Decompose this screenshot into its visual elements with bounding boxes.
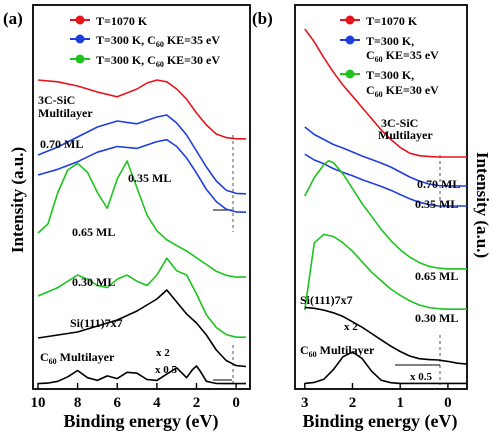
x-tick-label: 2 [193,395,201,411]
legend-a-label-blue: T=300 K, C60 KE=35 eV [96,33,220,49]
annot-a-green-hi: 0.65 ML [72,225,115,239]
annot-b-sic-1: 3C-SiC [381,116,418,130]
legend-a-marker-red [75,15,85,25]
panel-b-xticks: 3 2 1 0 [301,383,452,411]
series-line-0-65-ml [37,160,246,278]
series-line-3c-sic-multilayer [37,79,246,140]
x-tick-label: 4 [153,395,161,411]
legend-a-label-green: T=300 K, C60 KE=30 eV [96,53,220,69]
panel-a: (a) T=1070 K T=300 K, C60 KE=35 eV T=300… [3,4,251,432]
annot-a-x2: x 2 [156,347,170,359]
series-line-c60-multilayer [37,365,246,385]
annot-a-sic-2: Multilayer [38,106,93,120]
series-line-0-30-ml [37,257,246,339]
panel-a-xticks: 10 8 6 4 2 0 [31,383,240,411]
panel-a-xlabel: Binding energy (eV) [64,411,219,432]
legend-b-label-green-1: T=300 K, [366,68,414,82]
x-tick-label: 10 [31,395,46,411]
series-line-si-111-7x7 [37,289,247,368]
x-tick-label: 2 [349,395,357,411]
legend-b-label-blue-1: T=300 K, [366,34,414,48]
legend-a-label-red: T=1070 K [96,14,148,28]
panel-b: (b) T=1070 K T=300 K, C60 KE=35 eV T=300… [252,4,492,432]
series-line-si-111-7x7 [304,306,468,365]
annot-b-x2: x 2 [344,321,358,333]
annot-b-sic-2: Multilayer [378,128,433,142]
panel-b-ylabel: Intensity (a.u.) [473,152,492,258]
panel-b-curves [304,28,468,385]
legend-b-marker-red [345,15,355,25]
panel-a-ylabel: Intensity (a.u.) [8,147,27,253]
annot-b-green-hi: 0.65 ML [415,269,458,283]
series-line-0-35-ml [304,153,467,207]
annot-b-si: Si(111)7x7 [300,293,353,307]
panel-a-frame [32,4,251,390]
annot-b-c60: C60 Multilayer [300,343,375,359]
legend-b-marker-blue [345,35,355,45]
annot-b-x05: x 0.5 [410,371,433,383]
legend-b-label-red: T=1070 K [366,14,418,28]
legend-a-marker-blue [75,34,85,44]
panel-b-frame [294,4,468,390]
legend-a-marker-green [75,54,85,64]
series-line-0-35-ml [37,138,247,213]
annot-a-sic-1: 3C-SiC [38,93,75,107]
annot-b-blue-lo: 0.35 ML [415,197,458,211]
panel-a-curves [37,79,247,385]
x-tick-label: 3 [301,395,309,411]
annot-a-si: Si(111)7x7 [70,316,123,330]
annot-a-green-lo: 0.30 ML [72,275,115,289]
annot-a-blue-hi: 0.70 ML [40,137,83,151]
x-tick-label: 1 [396,395,404,411]
series-line-0-70-ml [304,126,467,187]
legend-b-marker-green [345,69,355,79]
x-tick-label: 0 [232,395,240,411]
series-line-0-70-ml [37,114,247,195]
legend-b-label-green-2: C60 KE=30 eV [366,83,439,99]
x-tick-label: 8 [74,395,82,411]
annot-a-x05: x 0.5 [155,364,178,376]
panel-a-label: (a) [3,9,23,28]
legend-b: T=1070 K T=300 K, C60 KE=35 eV T=300 K, … [340,14,439,99]
annot-a-c60: C60 Multilayer [40,350,115,366]
annot-a-blue-lo: 0.35 ML [128,171,171,185]
x-tick-label: 6 [113,395,121,411]
series-line-c60-multilayer [304,351,467,385]
series-line-0-30-ml [304,233,467,311]
panel-b-xlabel: Binding energy (eV) [303,411,458,432]
legend-a: T=1070 K T=300 K, C60 KE=35 eV T=300 K, … [70,14,220,69]
legend-b-label-blue-2: C60 KE=35 eV [366,48,439,64]
series-line-0-65-ml [304,160,467,270]
annot-b-blue-hi: 0.70 ML [417,177,460,191]
series-line-3c-sic-multilayer [304,28,467,158]
panel-b-label: (b) [252,9,273,28]
x-tick-label: 0 [444,395,452,411]
annot-b-green-lo: 0.30 ML [415,311,458,325]
